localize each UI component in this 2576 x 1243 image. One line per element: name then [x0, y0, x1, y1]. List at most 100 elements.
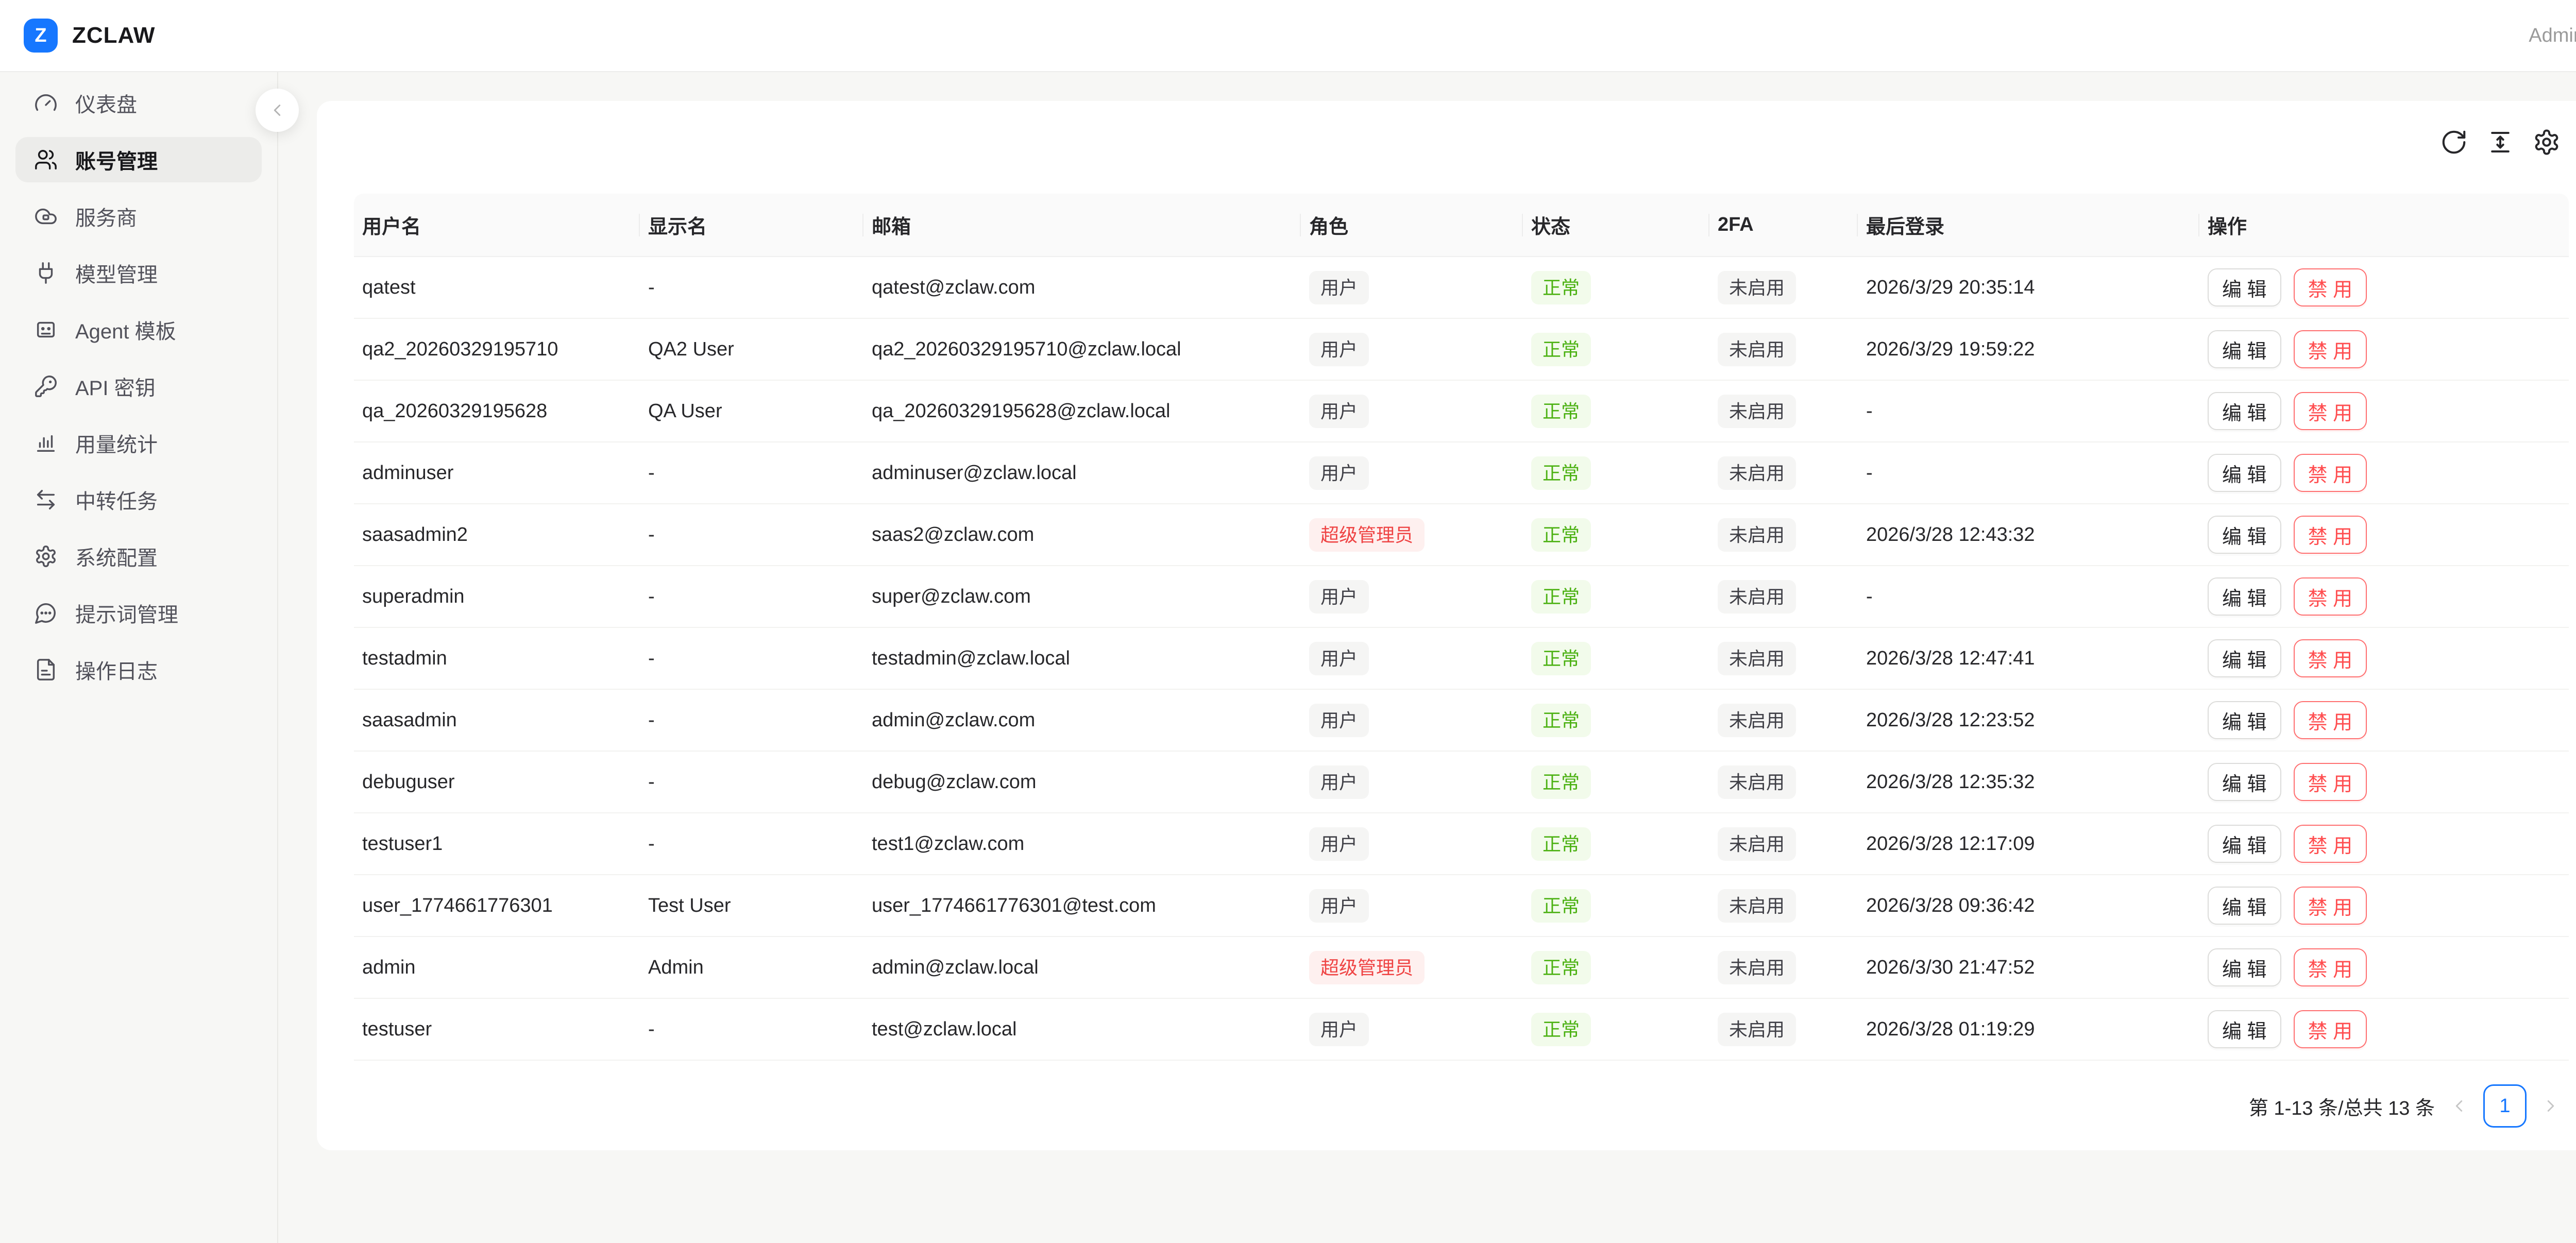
column-header-1: 显示名 — [640, 194, 863, 257]
sidebar-item-6[interactable]: 用量统计 — [15, 420, 262, 466]
sidebar-item-10[interactable]: 操作日志 — [15, 647, 262, 692]
edit-button[interactable]: 编 辑 — [2208, 639, 2281, 677]
sidebar-item-1[interactable]: 账号管理 — [15, 137, 262, 182]
cell-last-login: 2026/3/30 21:47:52 — [1858, 937, 2199, 999]
pagination-prev-button[interactable] — [2449, 1096, 2469, 1116]
column-height-button[interactable] — [2486, 128, 2514, 156]
edit-button[interactable]: 编 辑 — [2208, 392, 2281, 430]
cell-actions: 编 辑禁 用 — [2199, 690, 2569, 752]
pagination-summary: 第 1-13 条/总共 13 条 — [2248, 1097, 2435, 1119]
sidebar-item-0[interactable]: 仪表盘 — [15, 80, 262, 126]
twofa-badge: 未启用 — [1718, 332, 1797, 366]
cell-role: 用户 — [1301, 752, 1523, 813]
cell-email: admin@zclaw.local — [863, 937, 1301, 999]
role-badge: 用户 — [1309, 1012, 1369, 1046]
disable-button[interactable]: 禁 用 — [2293, 825, 2367, 863]
settings-button[interactable] — [2533, 128, 2561, 156]
disable-button[interactable]: 禁 用 — [2293, 454, 2367, 492]
gauge-icon — [34, 91, 58, 115]
edit-button[interactable]: 编 辑 — [2208, 701, 2281, 739]
role-badge: 超级管理员 — [1309, 950, 1425, 984]
disable-button[interactable]: 禁 用 — [2293, 639, 2367, 677]
edit-button[interactable]: 编 辑 — [2208, 454, 2281, 492]
sidebar-item-7[interactable]: 中转任务 — [15, 477, 262, 522]
cell-role: 用户 — [1301, 319, 1523, 381]
admin-user-label[interactable]: Admin — [2529, 24, 2576, 46]
sidebar-collapse-button[interactable] — [256, 89, 299, 132]
edit-button[interactable]: 编 辑 — [2208, 330, 2281, 368]
disable-button[interactable]: 禁 用 — [2293, 330, 2367, 368]
sidebar-item-label: 用量统计 — [75, 434, 158, 456]
sidebar-nav: 仪表盘账号管理服务商模型管理 Agent 模板 API 密钥用量统计中转任务系统配置… — [15, 80, 262, 692]
sidebar-item-3[interactable]: 模型管理 — [15, 250, 262, 296]
sidebar-item-label: Agent 模板 — [75, 320, 176, 343]
twofa-badge: 未启用 — [1718, 456, 1797, 490]
disable-button[interactable]: 禁 用 — [2293, 1010, 2367, 1048]
cell-email: adminuser@zclaw.local — [863, 442, 1301, 504]
twofa-badge: 未启用 — [1718, 518, 1797, 552]
status-badge: 正常 — [1531, 456, 1591, 490]
table-row: debuguser - debug@zclaw.com 用户 正常 未启用 2026/3/2… — [354, 752, 2569, 813]
cell-actions: 编 辑禁 用 — [2199, 937, 2569, 999]
refresh-button[interactable] — [2440, 128, 2468, 156]
column-header-3: 角色 — [1301, 194, 1523, 257]
sidebar-item-8[interactable]: 系统配置 — [15, 534, 262, 579]
cell-email: test@zclaw.local — [863, 999, 1301, 1061]
role-badge: 超级管理员 — [1309, 518, 1425, 552]
status-badge: 正常 — [1531, 827, 1591, 861]
role-badge: 用户 — [1309, 889, 1369, 923]
status-badge: 正常 — [1531, 270, 1591, 304]
cell-status: 正常 — [1523, 319, 1709, 381]
edit-button[interactable]: 编 辑 — [2208, 577, 2281, 616]
cell-status: 正常 — [1523, 999, 1709, 1061]
twofa-badge: 未启用 — [1718, 827, 1797, 861]
edit-button[interactable]: 编 辑 — [2208, 516, 2281, 554]
table-row: saasadmin2- saas2@zclaw.com 超级管理员 正常 未启用 2026… — [354, 504, 2569, 566]
edit-button[interactable]: 编 辑 — [2208, 763, 2281, 801]
cell-display-name: - — [640, 752, 863, 813]
status-badge: 正常 — [1531, 641, 1591, 675]
disable-button[interactable]: 禁 用 — [2293, 392, 2367, 430]
disable-button[interactable]: 禁 用 — [2293, 763, 2367, 801]
cell-2fa: 未启用 — [1709, 937, 1858, 999]
sidebar-item-5[interactable]: API 密钥 — [15, 364, 262, 409]
role-badge: 用户 — [1309, 270, 1369, 304]
pagination-page-1-button[interactable]: 1 — [2483, 1084, 2527, 1128]
cell-role: 用户 — [1301, 875, 1523, 937]
cell-last-login: 2026/3/28 01:19:29 — [1858, 999, 2199, 1061]
sidebar-item-label: 中转任务 — [75, 490, 158, 513]
cloud-icon — [34, 205, 58, 228]
disable-button[interactable]: 禁 用 — [2293, 516, 2367, 554]
sidebar-item-2[interactable]: 服务商 — [15, 194, 262, 239]
cell-last-login: - — [1858, 442, 2199, 504]
pagination-next-button[interactable] — [2541, 1096, 2561, 1116]
disable-button[interactable]: 禁 用 — [2293, 701, 2367, 739]
role-badge: 用户 — [1309, 580, 1369, 614]
disable-button[interactable]: 禁 用 — [2293, 268, 2367, 307]
edit-button[interactable]: 编 辑 — [2208, 948, 2281, 986]
cell-username: superadmin — [354, 566, 640, 628]
disable-button[interactable]: 禁 用 — [2293, 948, 2367, 986]
sidebar-item-4[interactable]: Agent 模板 — [15, 307, 262, 352]
cell-username: testuser — [354, 999, 640, 1061]
cell-email: qa2_20260329195710@zclaw.local — [863, 319, 1301, 381]
edit-button[interactable]: 编 辑 — [2208, 268, 2281, 307]
disable-button[interactable]: 禁 用 — [2293, 577, 2367, 616]
twofa-badge: 未启用 — [1718, 950, 1797, 984]
column-header-6: 最后登录 — [1858, 194, 2199, 257]
cell-last-login: 2026/3/28 12:23:52 — [1858, 690, 2199, 752]
edit-button[interactable]: 编 辑 — [2208, 825, 2281, 863]
edit-button[interactable]: 编 辑 — [2208, 887, 2281, 925]
role-badge: 用户 — [1309, 394, 1369, 428]
table-row: testuser - test@zclaw.local 用户 正常 未启用 2026/3/2… — [354, 999, 2569, 1061]
sidebar-item-9[interactable]: 提示词管理 — [15, 590, 262, 636]
cell-display-name: - — [640, 566, 863, 628]
twofa-badge: 未启用 — [1718, 394, 1797, 428]
cell-role: 用户 — [1301, 690, 1523, 752]
edit-button[interactable]: 编 辑 — [2208, 1010, 2281, 1048]
cell-username: saasadmin — [354, 690, 640, 752]
cell-role: 超级管理员 — [1301, 504, 1523, 566]
twofa-badge: 未启用 — [1718, 580, 1797, 614]
cell-status: 正常 — [1523, 566, 1709, 628]
disable-button[interactable]: 禁 用 — [2293, 887, 2367, 925]
